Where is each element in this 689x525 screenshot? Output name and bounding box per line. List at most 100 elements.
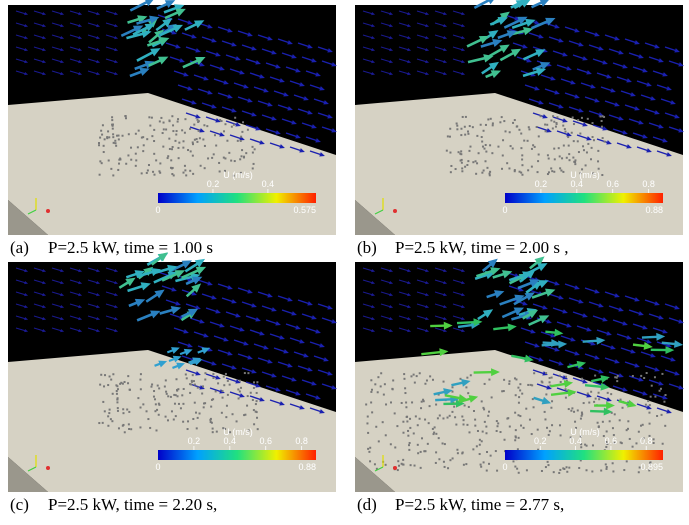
particle xyxy=(555,123,558,126)
flow-arrow xyxy=(189,126,203,132)
arrow-head xyxy=(488,61,499,71)
flow-arrow xyxy=(87,58,99,63)
particle xyxy=(147,418,150,421)
particle xyxy=(606,442,609,445)
particle xyxy=(588,401,591,404)
particle xyxy=(164,379,167,382)
particle xyxy=(552,471,555,474)
arrow-head xyxy=(443,24,448,28)
arrow-head xyxy=(114,12,119,16)
arrow-head xyxy=(275,64,281,69)
particle xyxy=(484,160,487,163)
particle xyxy=(376,391,379,394)
arrow-head xyxy=(191,34,197,39)
particle xyxy=(605,467,608,470)
arrow-head xyxy=(425,269,430,273)
arrow-head xyxy=(174,270,186,279)
particle xyxy=(594,397,597,400)
arrow-head xyxy=(407,24,412,28)
particle xyxy=(101,421,104,424)
arrow-head xyxy=(499,44,510,53)
arrow-head xyxy=(175,8,186,17)
arrow-head xyxy=(488,30,499,39)
particle xyxy=(475,445,478,448)
panel: U (m/s)0.2 0.4 0.6 0.80 0.895 xyxy=(355,256,684,492)
particle xyxy=(185,377,188,380)
arrow-head xyxy=(235,122,241,127)
particle xyxy=(488,378,491,381)
flow-arrow xyxy=(628,118,642,124)
particle xyxy=(530,433,533,436)
particle xyxy=(488,462,491,465)
arrow-head xyxy=(578,299,584,304)
particle xyxy=(182,146,185,149)
arrow-head xyxy=(618,307,624,312)
particle xyxy=(153,140,156,143)
particle xyxy=(525,469,528,472)
particle xyxy=(191,141,194,144)
particle xyxy=(504,130,507,133)
particle xyxy=(478,443,481,446)
flow-arrow xyxy=(185,303,199,309)
arrow-head xyxy=(506,30,518,39)
particle xyxy=(648,422,651,425)
flow-arrow xyxy=(664,369,678,375)
particle xyxy=(366,422,369,425)
particle xyxy=(251,151,254,154)
particle xyxy=(150,385,153,388)
flow-arrow xyxy=(540,331,554,337)
particle xyxy=(640,374,643,377)
particle xyxy=(550,376,553,379)
arrow-head xyxy=(638,377,644,382)
flow-arrow xyxy=(269,333,283,339)
arrow-head xyxy=(319,343,325,348)
particle xyxy=(155,429,158,432)
particle xyxy=(137,397,140,400)
arrow-head xyxy=(614,293,620,298)
particle xyxy=(108,136,111,139)
arrow-head xyxy=(674,48,680,53)
particle xyxy=(397,460,400,463)
arrow-head xyxy=(78,317,83,321)
flow-arrow xyxy=(229,68,243,74)
particle xyxy=(146,169,149,172)
particle xyxy=(451,410,454,413)
particle xyxy=(421,437,424,440)
particle xyxy=(482,129,485,132)
particle xyxy=(239,139,242,142)
flow-arrow xyxy=(664,112,678,118)
flow-arrow xyxy=(69,303,81,308)
panel: U (m/s)0.2 0.4 0.6 0.80 0.88 xyxy=(8,252,337,492)
arrow-head xyxy=(183,348,193,356)
particle xyxy=(118,158,121,161)
particle xyxy=(434,461,437,464)
particle xyxy=(472,409,475,412)
particle xyxy=(476,162,479,165)
flow-arrow xyxy=(51,10,63,15)
flow-arrow xyxy=(269,399,283,405)
particle xyxy=(247,429,250,432)
particle xyxy=(195,138,198,141)
flow-arrow xyxy=(362,315,374,320)
particle xyxy=(140,172,143,175)
particle xyxy=(168,147,171,150)
particle xyxy=(495,429,498,432)
particle xyxy=(117,134,120,137)
arrow-head xyxy=(598,369,604,374)
arrow-head xyxy=(537,263,548,272)
particle xyxy=(555,121,558,124)
flow-arrow xyxy=(257,291,271,297)
arrow-head xyxy=(602,60,608,65)
colorbar xyxy=(158,450,316,460)
arrow-head xyxy=(291,120,297,125)
flow-arrow xyxy=(380,291,392,296)
arrow-head xyxy=(643,342,653,350)
particle xyxy=(530,147,533,150)
particle xyxy=(565,375,568,378)
particle xyxy=(203,167,206,170)
particle xyxy=(253,423,256,426)
arrow-head xyxy=(96,48,101,52)
particle xyxy=(499,431,502,434)
arrow-head xyxy=(371,36,376,40)
particle xyxy=(514,429,517,432)
